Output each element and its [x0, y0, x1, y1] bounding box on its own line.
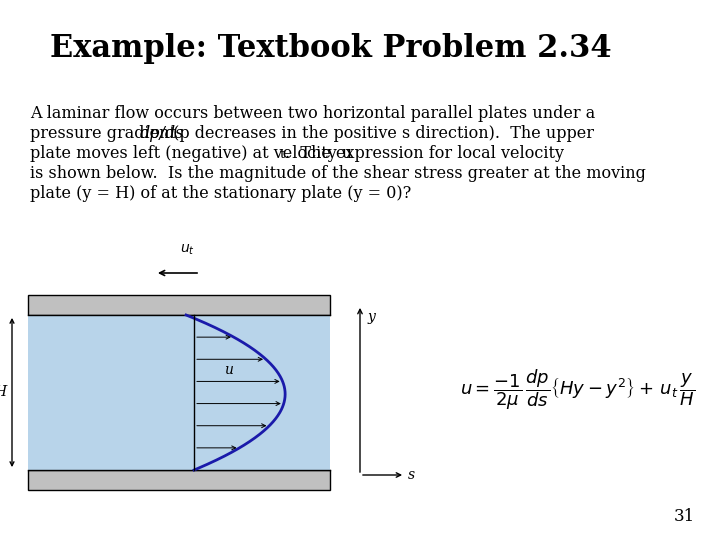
Text: t: t	[280, 148, 285, 161]
Text: 31: 31	[674, 508, 695, 525]
Text: Example: Textbook Problem 2.34: Example: Textbook Problem 2.34	[50, 32, 611, 64]
Text: plate (y = H) of at the stationary plate (y = 0)?: plate (y = H) of at the stationary plate…	[30, 185, 411, 202]
Text: $u_t$: $u_t$	[180, 242, 195, 257]
Text: .  The expression for local velocity: . The expression for local velocity	[284, 145, 564, 162]
Text: dp/ds: dp/ds	[140, 125, 184, 142]
Text: $u = \dfrac{-1}{2\mu}\,\dfrac{dp}{ds}\left\{Hy - y^2\right\}+\, u_t\,\dfrac{y}{H: $u = \dfrac{-1}{2\mu}\,\dfrac{dp}{ds}\le…	[460, 368, 695, 413]
Bar	[28, 315, 330, 470]
Text: H: H	[0, 386, 6, 400]
Text: s: s	[408, 468, 415, 482]
Text: y: y	[368, 310, 376, 324]
Text: pressure gradient: pressure gradient	[30, 125, 181, 142]
Text: is shown below.  Is the magnitude of the shear stress greater at the moving: is shown below. Is the magnitude of the …	[30, 165, 646, 182]
Text: plate moves left (negative) at velocity u: plate moves left (negative) at velocity …	[30, 145, 352, 162]
Text: u: u	[224, 363, 233, 377]
Bar	[28, 470, 330, 490]
Text: (p decreases in the positive s direction).  The upper: (p decreases in the positive s direction…	[168, 125, 594, 142]
Bar	[28, 295, 330, 315]
Text: A laminar flow occurs between two horizontal parallel plates under a: A laminar flow occurs between two horizo…	[30, 105, 595, 122]
